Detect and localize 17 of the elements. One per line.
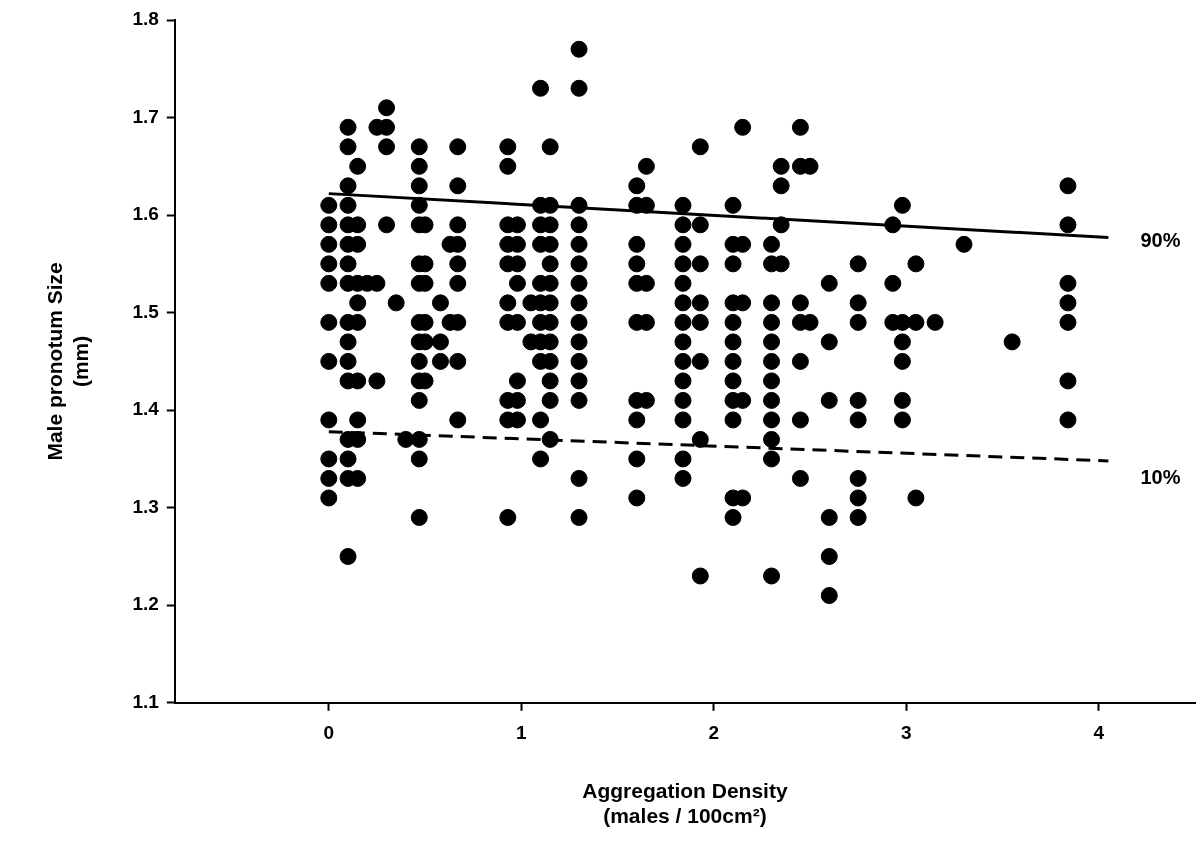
y-tick-label: 1.8 bbox=[132, 8, 159, 30]
y-tick-label: 1.7 bbox=[132, 105, 159, 127]
x-tick-label: 4 bbox=[1093, 722, 1105, 744]
series-label: 10% bbox=[1140, 466, 1181, 489]
x-tick-label: 3 bbox=[900, 722, 912, 744]
series-label: 90% bbox=[1140, 229, 1181, 252]
x-axis-title: Aggregation Density (males / 100cm²) bbox=[582, 779, 788, 828]
x-tick-label: 0 bbox=[323, 722, 335, 744]
y-tick-label: 1.1 bbox=[132, 691, 160, 713]
x-tick-label: 2 bbox=[708, 722, 720, 744]
y-tick-label: 1.3 bbox=[132, 495, 159, 517]
y-tick-label: 1.2 bbox=[132, 593, 159, 615]
y-axis-title: Male pronotum Size (mm) bbox=[43, 262, 92, 461]
y-tick-label: 1.4 bbox=[132, 398, 160, 420]
y-tick-label: 1.5 bbox=[132, 300, 160, 322]
x-tick-label: 1 bbox=[516, 722, 527, 744]
y-tick-label: 1.6 bbox=[132, 203, 159, 225]
